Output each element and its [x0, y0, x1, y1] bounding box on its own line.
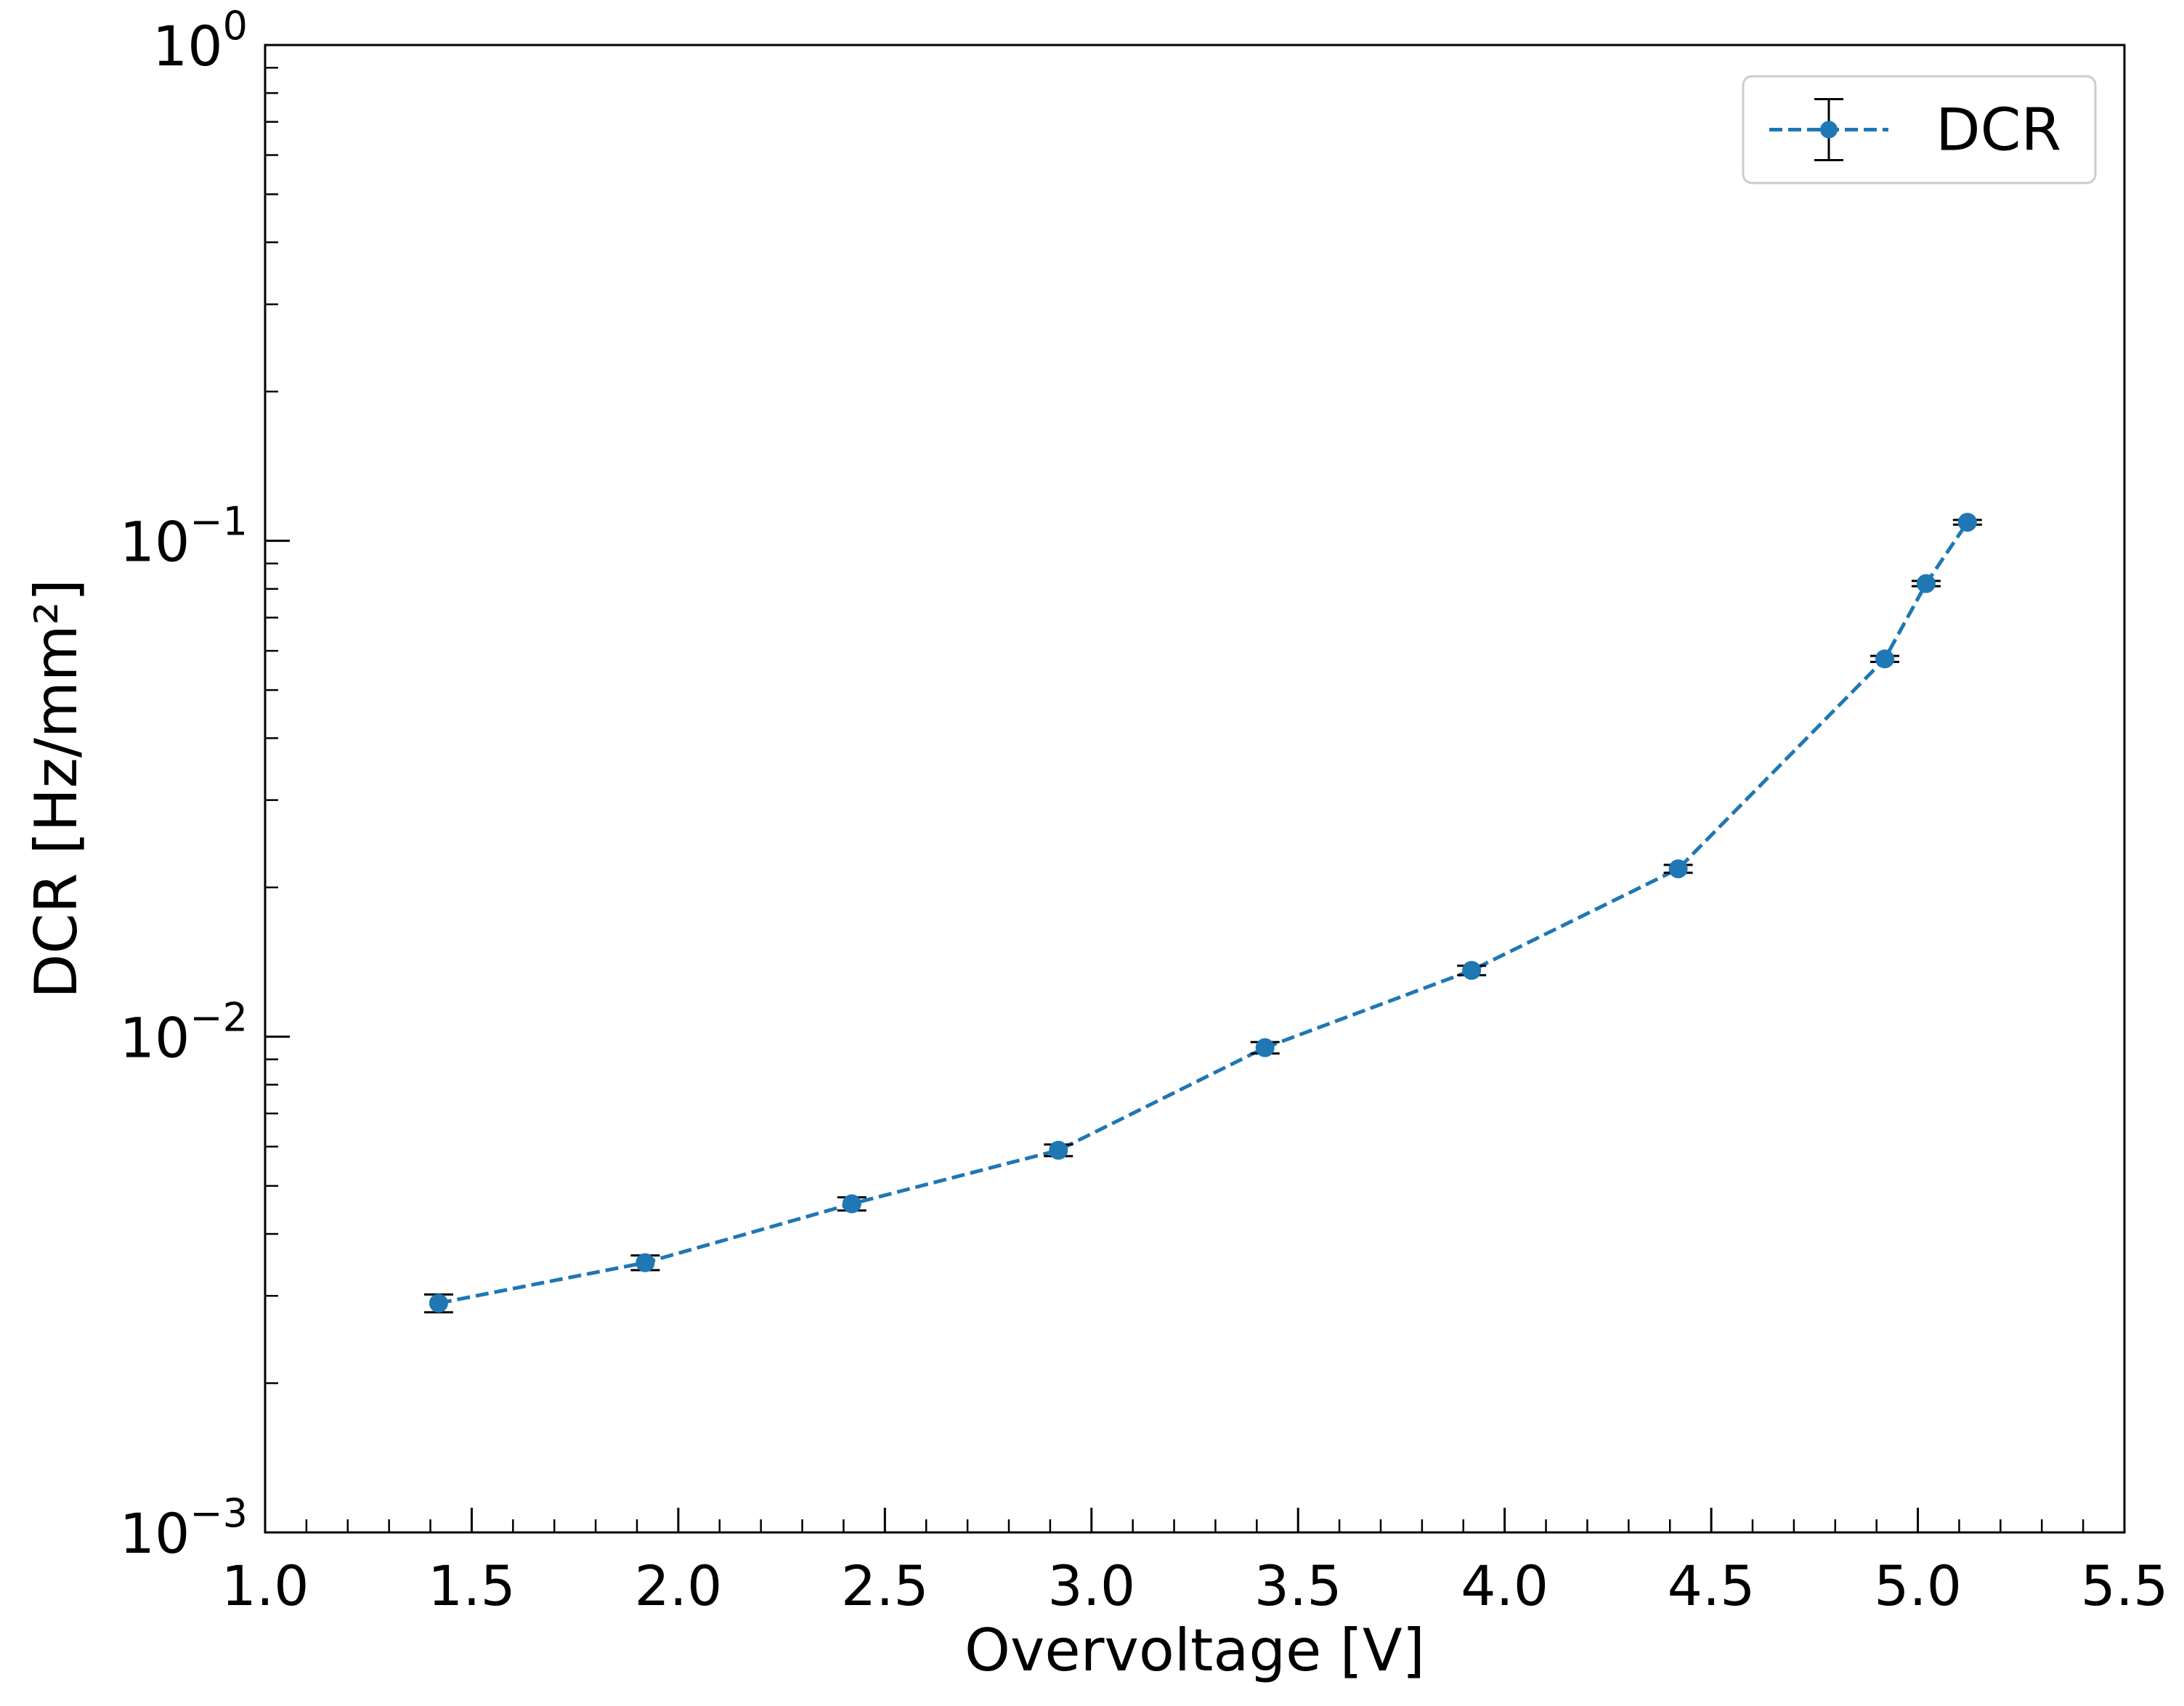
x-tick-label: 2.0 — [634, 1553, 722, 1618]
x-axis-title: Overvoltage [V] — [965, 1617, 1425, 1684]
data-marker — [429, 1293, 448, 1313]
x-tick-label: 3.0 — [1047, 1553, 1135, 1618]
y-axis-title: DCR [Hz/mm²] — [23, 579, 90, 999]
y-tick-label: 100 — [153, 3, 248, 78]
data-point — [1044, 1140, 1073, 1160]
plot-frame — [264, 44, 2126, 1534]
legend-marker — [1820, 121, 1838, 139]
series-line-dcr — [438, 521, 1969, 1305]
y-tick-label: 10−1 — [120, 499, 248, 574]
data-marker — [1875, 649, 1895, 669]
x-tick-label: 1.0 — [222, 1553, 309, 1618]
data-point — [1250, 1038, 1280, 1057]
legend-box — [1742, 75, 2097, 184]
data-marker — [1462, 961, 1482, 980]
data-marker — [1957, 513, 1977, 532]
data-marker — [842, 1194, 861, 1214]
x-tick-label: 5.5 — [2081, 1553, 2169, 1618]
data-marker — [1049, 1140, 1068, 1160]
x-tick-label: 1.5 — [428, 1553, 516, 1618]
data-marker — [636, 1253, 655, 1272]
data-point — [1911, 574, 1941, 593]
x-tick-label: 3.5 — [1254, 1553, 1342, 1618]
data-marker — [1916, 574, 1936, 593]
y-tick-label: 10−3 — [120, 1490, 248, 1566]
data-point — [1952, 513, 1982, 532]
x-tick-label: 4.5 — [1668, 1553, 1755, 1618]
y-tick-label: 10−2 — [120, 994, 248, 1070]
data-point — [423, 1293, 453, 1314]
data-point — [837, 1194, 866, 1214]
data-point — [630, 1253, 660, 1272]
x-tick-label: 5.0 — [1874, 1553, 1962, 1618]
data-point — [1870, 649, 1900, 669]
legend-label-dcr: DCR — [1936, 97, 2061, 164]
x-tick-label: 4.0 — [1461, 1553, 1548, 1618]
data-marker — [1255, 1038, 1275, 1057]
x-tick-label: 2.5 — [841, 1553, 929, 1618]
data-marker — [1668, 859, 1688, 879]
data-point — [1457, 961, 1487, 980]
data-point — [1663, 859, 1693, 879]
